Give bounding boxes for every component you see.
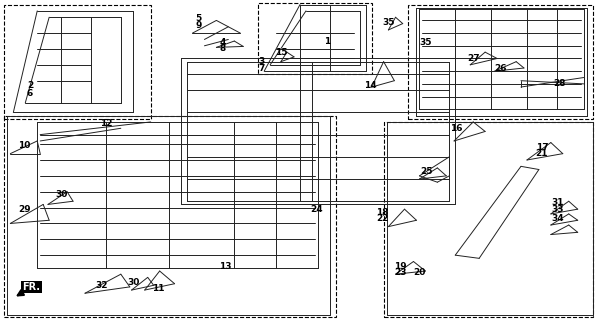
Text: 32: 32 [95,281,108,290]
Text: 30: 30 [128,278,140,287]
Text: 17: 17 [536,143,548,152]
Text: 3: 3 [258,57,265,66]
Text: 34: 34 [551,214,565,223]
Text: FR.: FR. [22,282,40,292]
Text: 4: 4 [219,38,226,47]
Text: 11: 11 [152,284,164,293]
Text: 2: 2 [27,81,33,90]
Text: 29: 29 [18,205,31,214]
Text: 19: 19 [394,262,407,271]
Text: 25: 25 [421,167,433,176]
Text: 12: 12 [100,119,112,128]
Text: 26: 26 [494,63,506,73]
Text: 30: 30 [55,190,67,199]
Text: 24: 24 [310,205,323,214]
Text: 35: 35 [382,18,395,27]
Text: 14: 14 [364,81,377,90]
Text: 23: 23 [394,268,407,277]
Text: 9: 9 [195,21,202,30]
Text: 16: 16 [450,124,463,133]
Text: 5: 5 [196,14,202,23]
Text: 6: 6 [27,89,33,98]
Text: 1: 1 [324,36,330,45]
Text: 21: 21 [536,149,548,158]
Text: 31: 31 [552,198,564,207]
Text: 22: 22 [376,214,389,223]
Text: 28: 28 [554,79,566,88]
Text: 10: 10 [18,141,30,150]
Text: 20: 20 [413,268,425,277]
Text: 33: 33 [552,205,564,214]
Text: 35: 35 [419,38,431,47]
Text: 27: 27 [467,54,479,63]
Text: 13: 13 [219,262,232,271]
Text: 15: 15 [275,48,287,57]
Text: 18: 18 [376,208,389,217]
Text: 7: 7 [258,63,265,73]
Text: 8: 8 [219,44,226,53]
